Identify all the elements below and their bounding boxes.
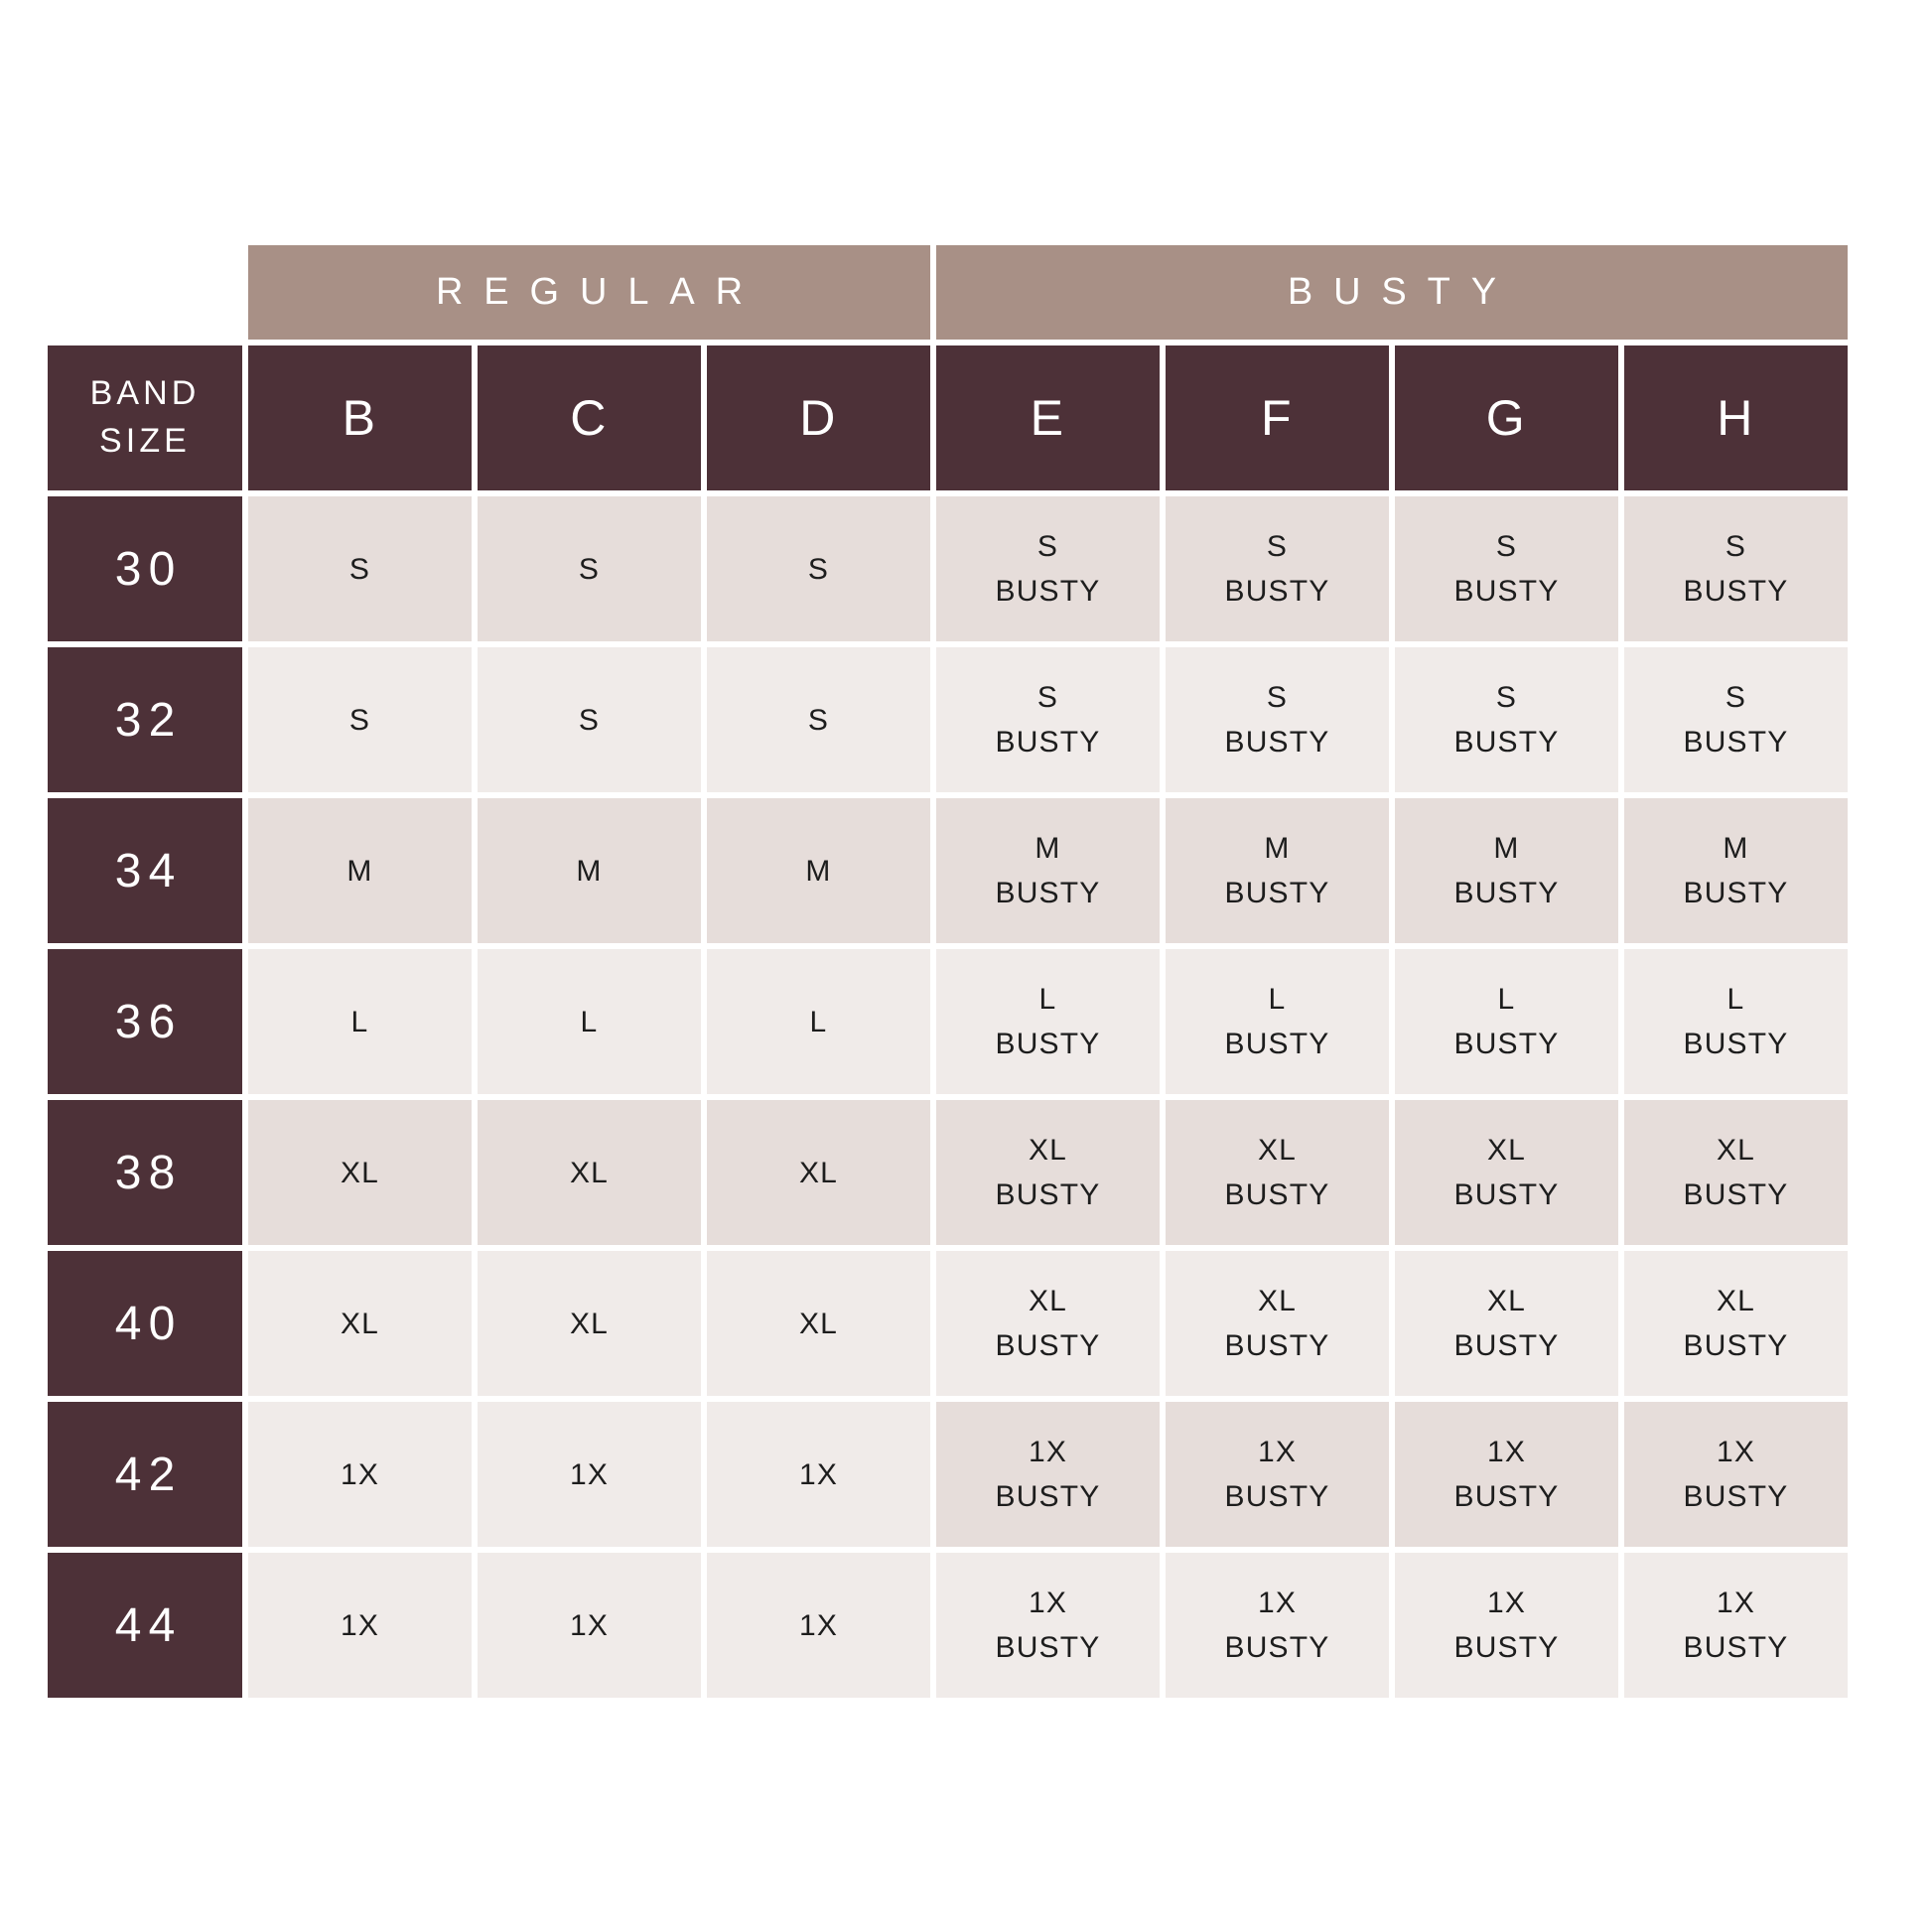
band-size-cell: 40 [48,1251,242,1396]
size-cell: 1X BUSTY [1395,1553,1618,1698]
band-size-cell: 30 [48,496,242,641]
size-cell: S BUSTY [1395,496,1618,641]
cup-header-g: G [1395,345,1618,490]
size-chart: REGULAR BUSTY BAND SIZE B C D E F G H 30… [48,245,1848,1704]
size-cell: S [248,647,472,792]
table-row-34: 34 M M M M BUSTY M BUSTY M BUSTY M BUSTY [48,798,1848,943]
size-cell: 1X [707,1553,930,1698]
size-cell: M [707,798,930,943]
size-cell: 1X [707,1402,930,1547]
size-cell: 1X [248,1553,472,1698]
column-header-row: BAND SIZE B C D E F G H [48,345,1848,490]
size-cell: S [478,496,701,641]
size-cell: S BUSTY [1395,647,1618,792]
size-cell: 1X [478,1402,701,1547]
size-cell: S BUSTY [936,647,1160,792]
size-cell: 1X [478,1553,701,1698]
size-cell: XL BUSTY [936,1100,1160,1245]
table-row-30: 30 S S S S BUSTY S BUSTY S BUSTY S BUSTY [48,496,1848,641]
size-cell: S [478,647,701,792]
cup-header-e: E [936,345,1160,490]
size-cell: 1X BUSTY [1166,1402,1389,1547]
size-cell: XL [478,1100,701,1245]
band-size-cell: 32 [48,647,242,792]
size-cell: 1X BUSTY [1624,1553,1848,1698]
size-cell: M BUSTY [1395,798,1618,943]
table-row-38: 38 XL XL XL XL BUSTY XL BUSTY XL BUSTY X… [48,1100,1848,1245]
group-header-row: REGULAR BUSTY [48,245,1848,340]
cup-header-c: C [478,345,701,490]
band-size-cell: 38 [48,1100,242,1245]
size-cell: M [248,798,472,943]
size-cell: M BUSTY [1166,798,1389,943]
size-cell: M [478,798,701,943]
size-cell: XL BUSTY [1395,1100,1618,1245]
size-cell: S BUSTY [1166,496,1389,641]
size-cell: XL BUSTY [936,1251,1160,1396]
size-cell: XL BUSTY [1166,1251,1389,1396]
size-cell: XL [478,1251,701,1396]
size-cell: 1X BUSTY [1166,1553,1389,1698]
size-cell: S BUSTY [936,496,1160,641]
size-cell: L BUSTY [1395,949,1618,1094]
band-size-cell: 36 [48,949,242,1094]
size-cell: XL BUSTY [1624,1100,1848,1245]
size-cell: L [478,949,701,1094]
size-cell: S BUSTY [1624,496,1848,641]
size-cell: XL [248,1251,472,1396]
size-cell: L [248,949,472,1094]
cup-header-b: B [248,345,472,490]
size-cell: XL BUSTY [1166,1100,1389,1245]
table-row-42: 42 1X 1X 1X 1X BUSTY 1X BUSTY 1X BUSTY 1… [48,1402,1848,1547]
size-cell: L BUSTY [936,949,1160,1094]
size-cell: L BUSTY [1166,949,1389,1094]
size-cell: S [707,647,930,792]
size-cell: XL [248,1100,472,1245]
size-cell: S [707,496,930,641]
size-cell: S [248,496,472,641]
table-row-40: 40 XL XL XL XL BUSTY XL BUSTY XL BUSTY X… [48,1251,1848,1396]
size-cell: 1X BUSTY [1624,1402,1848,1547]
table-row-44: 44 1X 1X 1X 1X BUSTY 1X BUSTY 1X BUSTY 1… [48,1553,1848,1698]
size-cell: L [707,949,930,1094]
size-cell: XL BUSTY [1624,1251,1848,1396]
table-row-36: 36 L L L L BUSTY L BUSTY L BUSTY L BUSTY [48,949,1848,1094]
band-size-cell: 42 [48,1402,242,1547]
table-row-32: 32 S S S S BUSTY S BUSTY S BUSTY S BUSTY [48,647,1848,792]
band-size-header: BAND SIZE [48,345,242,490]
size-cell: S BUSTY [1166,647,1389,792]
size-cell: 1X [248,1402,472,1547]
corner-spacer [48,245,242,340]
band-size-cell: 34 [48,798,242,943]
size-cell: M BUSTY [1624,798,1848,943]
size-cell: XL BUSTY [1395,1251,1618,1396]
cup-header-f: F [1166,345,1389,490]
size-cell: M BUSTY [936,798,1160,943]
size-cell: 1X BUSTY [936,1553,1160,1698]
size-cell: XL [707,1100,930,1245]
group-header-regular: REGULAR [248,245,930,340]
cup-header-d: D [707,345,930,490]
size-cell: 1X BUSTY [1395,1402,1618,1547]
size-cell: S BUSTY [1624,647,1848,792]
band-size-cell: 44 [48,1553,242,1698]
size-cell: 1X BUSTY [936,1402,1160,1547]
group-header-busty: BUSTY [936,245,1848,340]
size-cell: L BUSTY [1624,949,1848,1094]
cup-header-h: H [1624,345,1848,490]
size-cell: XL [707,1251,930,1396]
